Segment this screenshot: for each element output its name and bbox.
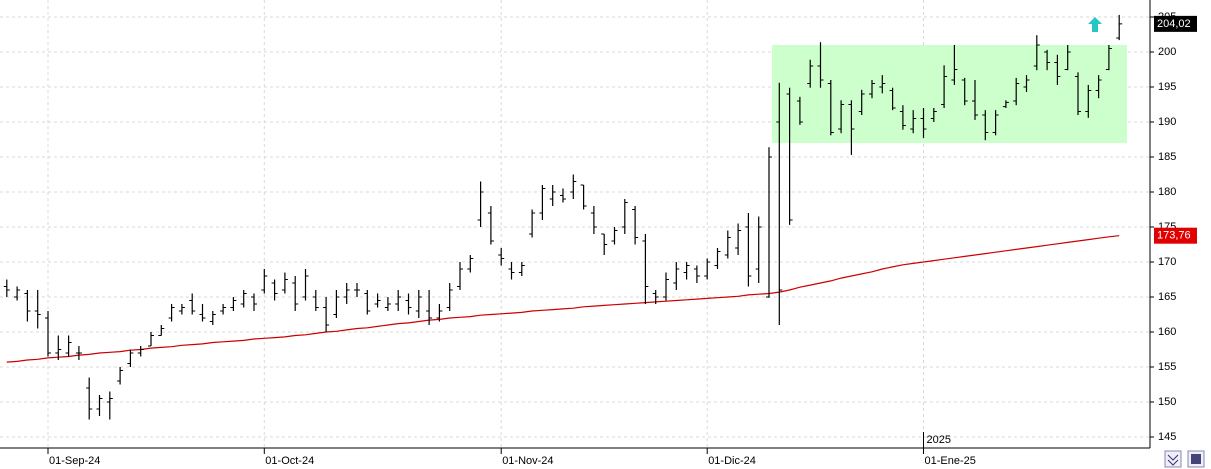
y-tick-label: 195 — [1158, 81, 1176, 93]
y-tick-label: 155 — [1158, 361, 1176, 373]
y-tick-label: 150 — [1158, 396, 1176, 408]
ma-value-box — [1154, 227, 1197, 244]
zoom-button[interactable] — [1164, 450, 1182, 468]
grid — [0, 0, 1150, 448]
zoom-icon — [1167, 454, 1179, 466]
moving-average — [6, 235, 1120, 363]
up-arrow-icon[interactable] — [1088, 17, 1102, 32]
last-price-box — [1154, 15, 1197, 32]
x-tick-label: 01-Nov-24 — [502, 455, 553, 467]
highlight-box — [772, 45, 1127, 144]
last-price-label: 204,02 — [1157, 18, 1191, 30]
x-tick-label: 01-Dic-24 — [708, 455, 756, 467]
axis-labels: 1451501551601651701751801851901952002050… — [47, 11, 1197, 467]
x-tick-label: 01-Ene-25 — [925, 455, 976, 467]
y-tick-label: 190 — [1158, 116, 1176, 128]
x-tick-label: 01-Sep-24 — [49, 455, 100, 467]
y-tick-label: 200 — [1158, 46, 1176, 58]
save-icon — [1191, 454, 1201, 464]
y-tick-label: 180 — [1158, 186, 1176, 198]
y-tick-label: 145 — [1158, 431, 1176, 443]
x-tick-label: 01-Oct-24 — [265, 455, 314, 467]
plot-area — [3, 14, 1127, 420]
y-tick-label: 170 — [1158, 256, 1176, 268]
annotation: 2025 — [927, 434, 951, 446]
y-tick-label: 165 — [1158, 291, 1176, 303]
y-tick-label: 185 — [1158, 151, 1176, 163]
ma-value-label: 173,76 — [1157, 230, 1191, 242]
y-tick-label: 160 — [1158, 326, 1176, 338]
